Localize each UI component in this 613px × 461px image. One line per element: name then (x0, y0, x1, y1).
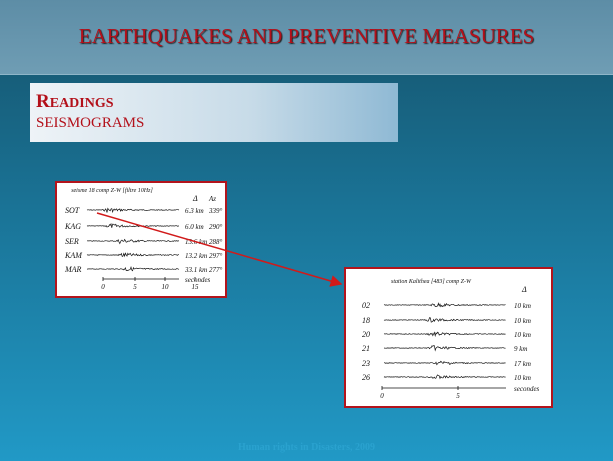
tick-label: 15 (192, 283, 200, 291)
trace (87, 240, 179, 244)
station-label: 21 (362, 344, 370, 353)
station-label: 26 (362, 373, 370, 382)
section-subheading: SEISMOGRAMS (36, 115, 144, 132)
distance-label: 6.3 km (185, 207, 204, 215)
station-label: MAR (64, 265, 82, 274)
distance-label: 10 km (514, 302, 531, 310)
distance-label: 17 km (514, 360, 531, 368)
azimuth-label: 277° (209, 266, 223, 274)
station-label: SER (65, 237, 79, 246)
seismogram: station Kalithea [483] comp Z-W Δ 02 10 km 1… (346, 269, 551, 406)
azimuth-label: 339° (208, 207, 223, 215)
seismogram: seisme 18 comp Z-W [filtre 10Hz] Δ Az SOT 6.… (57, 183, 225, 296)
delta-label: Δ (192, 194, 198, 203)
station-label: KAM (64, 251, 83, 260)
tick-label: 10 (162, 283, 170, 291)
station-label: 18 (362, 316, 370, 325)
distance-label: 13.2 km (185, 252, 207, 260)
station-label: 20 (362, 330, 370, 339)
trace (87, 208, 179, 212)
axis-unit: secondes (514, 385, 540, 393)
trace (87, 253, 179, 256)
axis-unit: secondes (185, 276, 211, 284)
figure-caption: seisme 18 comp Z-W [filtre 10Hz] (71, 187, 153, 194)
trace (384, 375, 506, 379)
tick-label: 0 (101, 283, 105, 291)
distance-label: 6.0 km (185, 223, 204, 231)
tick-label: 5 (456, 392, 460, 400)
figure-caption: station Kalithea [483] comp Z-W (391, 278, 472, 285)
station-label: 23 (362, 359, 370, 368)
trace (384, 303, 506, 306)
section-box: READINGS SEISMOGRAMS (30, 83, 398, 142)
seismogram-figure: station Kalithea [483] comp Z-W Δ 02 10 km 1… (344, 267, 553, 408)
distance-label: 10 km (514, 374, 531, 382)
station-label: 02 (362, 301, 370, 310)
section-heading: READINGS (36, 91, 114, 113)
trace (384, 346, 506, 351)
delta-label: Δ (521, 285, 527, 294)
slide-title: EARTHQUAKES AND PREVENTIVE MEASURES (0, 24, 613, 49)
footer: Human rights in Disasters, 2009 (0, 442, 613, 453)
azimuth-label: 288° (209, 238, 223, 246)
distance-label: 33.1 km (184, 266, 207, 274)
title-bar: EARTHQUAKES AND PREVENTIVE MEASURES (0, 0, 613, 75)
trace (384, 361, 506, 364)
slide: EARTHQUAKES AND PREVENTIVE MEASURES READ… (0, 0, 613, 461)
tick-label: 5 (133, 283, 137, 291)
tick-label: 0 (380, 392, 384, 400)
distance-label: 13.6 km (185, 238, 207, 246)
trace (384, 332, 506, 336)
trace (384, 318, 506, 323)
seismogram-figure: seisme 18 comp Z-W [filtre 10Hz] Δ Az SOT 6.… (55, 181, 227, 298)
station-label: KAG (64, 222, 81, 231)
azimuth-label: 290° (209, 223, 223, 231)
trace (87, 224, 179, 228)
azimuth-label: 297° (209, 252, 223, 260)
distance-label: 10 km (514, 317, 531, 325)
trace (87, 267, 179, 271)
az-label: Az (208, 195, 216, 203)
station-label: SOT (65, 206, 80, 215)
distance-label: 10 km (514, 331, 531, 339)
distance-label: 9 km (514, 345, 527, 353)
